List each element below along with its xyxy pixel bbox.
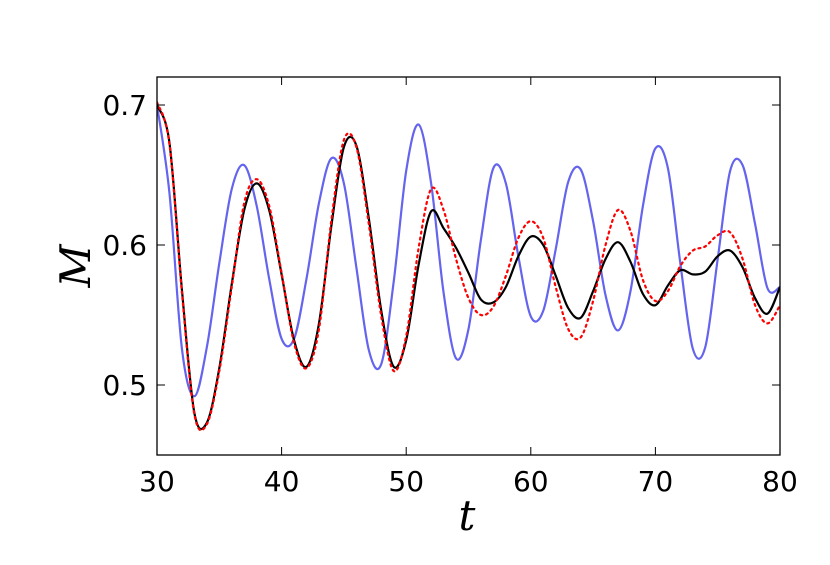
x-tick-label: 60 [513,465,549,498]
x-tick-label: 40 [264,465,300,498]
series-line [157,101,780,432]
series-line [157,104,780,431]
x-tick-label: 30 [139,465,175,498]
x-tick-label: 80 [762,465,798,498]
y-tick-label: 0.5 [102,369,147,402]
series-line [157,104,780,398]
x-tick-label: 50 [388,465,424,498]
axes: 30 40 50 60 70 80 0.5 0.6 0.7 [102,77,798,498]
y-axis-label: M [51,244,100,289]
x-tick-label: 70 [638,465,674,498]
y-tick-label: 0.7 [102,89,147,122]
plot-frame [156,76,781,456]
y-tick-label: 0.6 [102,229,147,262]
plot-lines [157,101,780,432]
x-axis-label: t [459,491,476,540]
